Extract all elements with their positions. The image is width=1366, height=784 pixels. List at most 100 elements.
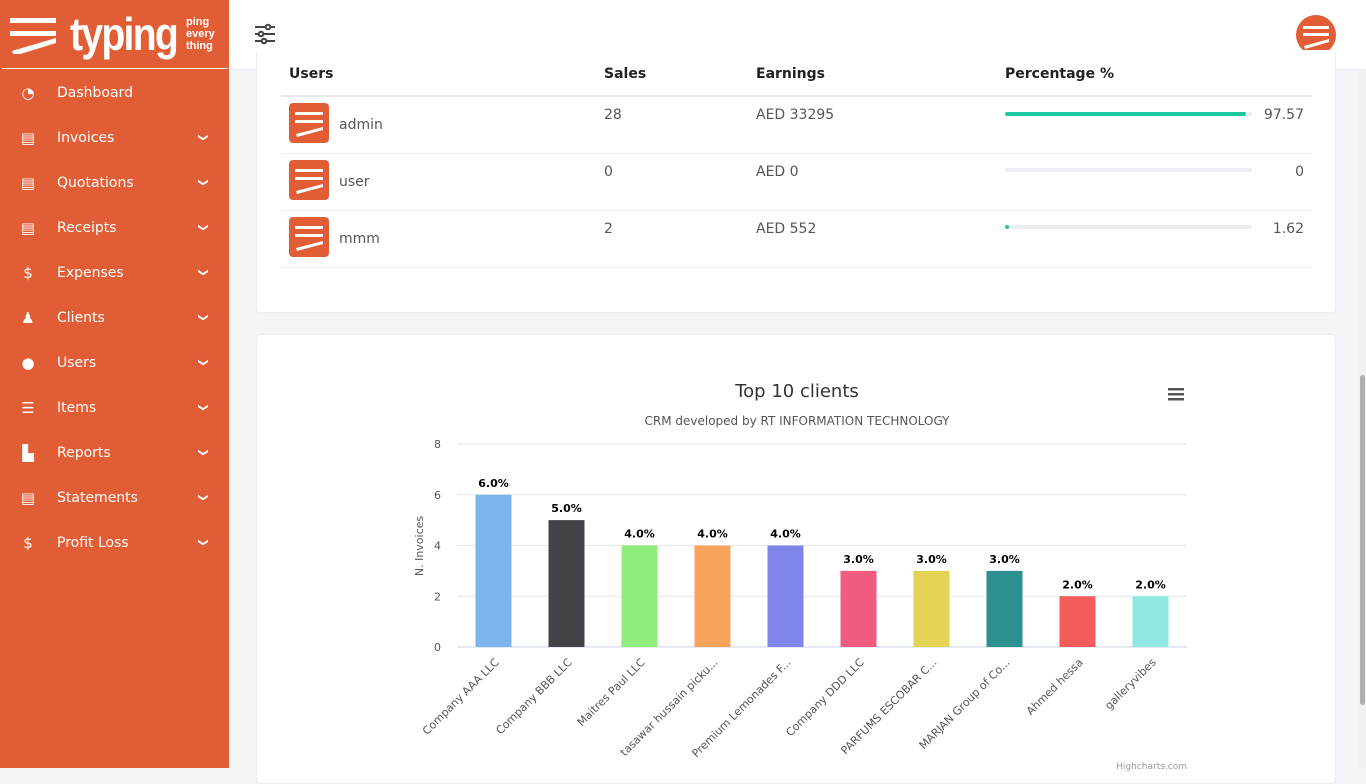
data-label: 2.0% [1062,578,1093,591]
data-label: 3.0% [916,553,947,566]
col-sales: Sales [596,50,748,97]
sidebar-item-label: Users [57,354,97,371]
highcharts-credits[interactable]: Highcharts.com [1116,762,1187,772]
y-tick-label: 6 [434,489,441,502]
bar[interactable] [694,545,731,648]
user-logo-icon [289,216,329,257]
top-clients-chart: Top 10 clients CRM developed by RT INFOR… [413,381,1187,772]
brand-tagline: ping every thing [185,16,215,52]
chevron-down-icon: ❯ [197,133,209,142]
y-tick-label: 0 [434,641,441,654]
top-clients-chart-card: Top 10 clients CRM developed by RT INFOR… [256,334,1336,784]
x-tick-label: Company DDD LLC [783,656,866,739]
percentage-value: 1.62 [1272,220,1304,237]
sidebar-item-reports[interactable]: ▙ Reports ❯ [0,430,229,475]
users-sales-card: Users Sales Earnings Percentage % admin … [256,50,1336,313]
percentage-progress-bar [1005,111,1252,116]
sales-count: 0 [596,153,748,211]
earnings-value: AED 0 [748,153,997,211]
chevron-down-icon: ❯ [197,313,209,322]
chevron-down-icon: ❯ [197,493,209,502]
chevron-down-icon: ❯ [197,403,209,412]
sidebar-item-label: Profit Loss [57,534,129,551]
bar[interactable] [621,545,658,648]
bar[interactable] [1059,596,1096,647]
x-tick-label: Company AAA LLC [420,656,502,738]
hamburger-menu-icon[interactable] [1168,388,1184,401]
y-tick-label: 2 [434,590,441,603]
sidebar-item-profit-loss[interactable]: $ Profit Loss ❯ [0,520,229,565]
sidebar-item-statements[interactable]: ▤ Statements ❯ [0,475,229,520]
table-row: admin 28 AED 33295 97.57 [281,96,1312,154]
chevron-down-icon: ❯ [197,178,209,187]
sidebar-item-expenses[interactable]: $ Expenses ❯ [0,250,229,295]
bar[interactable] [475,494,512,647]
data-label: 6.0% [478,477,509,490]
earnings-value: AED 552 [748,210,997,268]
chart-title: Top 10 clients [734,381,859,402]
col-percentage: Percentage % [997,50,1312,97]
page-scrollbar[interactable] [1359,70,1366,768]
col-users: Users [281,50,596,97]
sidebar: typing ping every thing ◔ Dashboard ▤ Invoice… [0,0,229,768]
bar[interactable] [913,570,950,647]
data-label: 4.0% [770,528,801,541]
sidebar-item-label: Items [57,399,97,416]
user-icon: ● [21,353,35,372]
sidebar-item-label: Invoices [57,129,115,146]
sidebar-item-users[interactable]: ● Users ❯ [0,340,229,385]
x-tick-label: Ahmed hessa [1024,656,1086,718]
sidebar-item-invoices[interactable]: ▤ Invoices ❯ [0,115,229,160]
filter-sliders-icon[interactable] [253,22,277,46]
bar[interactable] [986,570,1023,647]
data-label: 4.0% [697,528,728,541]
receipt-file-icon: ▤ [20,218,36,237]
user-logo-icon [289,159,329,200]
items-list-icon: ☰ [21,398,35,417]
col-earnings: Earnings [748,50,997,97]
chevron-down-icon: ❯ [197,268,209,277]
profit-loss-money-icon: $ [23,533,33,552]
percentage-progress-bar [1005,168,1252,172]
bar[interactable] [840,570,877,647]
statement-download-icon: ▤ [20,488,36,507]
bar[interactable] [1132,596,1169,647]
sidebar-item-clients[interactable]: ♟ Clients ❯ [0,295,229,340]
brand-logo[interactable]: typing ping every thing [2,0,228,69]
sidebar-item-label: Quotations [57,174,134,191]
scrollbar-thumb[interactable] [1360,375,1365,705]
data-label: 4.0% [624,528,655,541]
table-row: mmm 2 AED 552 1.62 [281,210,1312,268]
sales-count: 2 [596,210,748,268]
logo-mark-icon [10,18,56,54]
expense-hand-icon: $ [23,263,33,282]
sidebar-item-label: Expenses [57,264,124,281]
x-tick-label: galleryvibes [1102,656,1159,713]
y-axis-title: N. Invoices [413,516,426,577]
sidebar-item-label: Statements [57,489,138,506]
user-name: mmm [339,230,380,247]
invoice-file-icon: ▤ [20,128,36,147]
earnings-value: AED 33295 [748,96,997,154]
chevron-down-icon: ❯ [197,538,209,547]
sidebar-item-quotations[interactable]: ▤ Quotations ❯ [0,160,229,205]
user-logo-icon [289,103,329,143]
data-label: 3.0% [843,553,874,566]
dashboard-gauge-icon: ◔ [21,83,35,102]
sidebar-item-items[interactable]: ☰ Items ❯ [0,385,229,430]
bar[interactable] [767,545,804,648]
percentage-value: 0 [1295,163,1304,180]
data-label: 5.0% [551,502,582,515]
chart-subtitle: CRM developed by RT INFORMATION TECHNOLO… [644,414,950,428]
user-name: user [339,173,370,190]
chevron-down-icon: ❯ [197,223,209,232]
user-avatar[interactable] [1296,15,1336,55]
bar[interactable] [548,520,585,647]
brand-word: typing [70,8,179,60]
sidebar-item-dashboard[interactable]: ◔ Dashboard [0,70,229,115]
sidebar-item-label: Clients [57,309,105,326]
x-tick-label: Maitres Paul LLC [575,656,648,729]
x-tick-label: Company BBB LLC [493,656,574,737]
sidebar-item-receipts[interactable]: ▤ Receipts ❯ [0,205,229,250]
sidebar-item-label: Dashboard [57,84,133,101]
